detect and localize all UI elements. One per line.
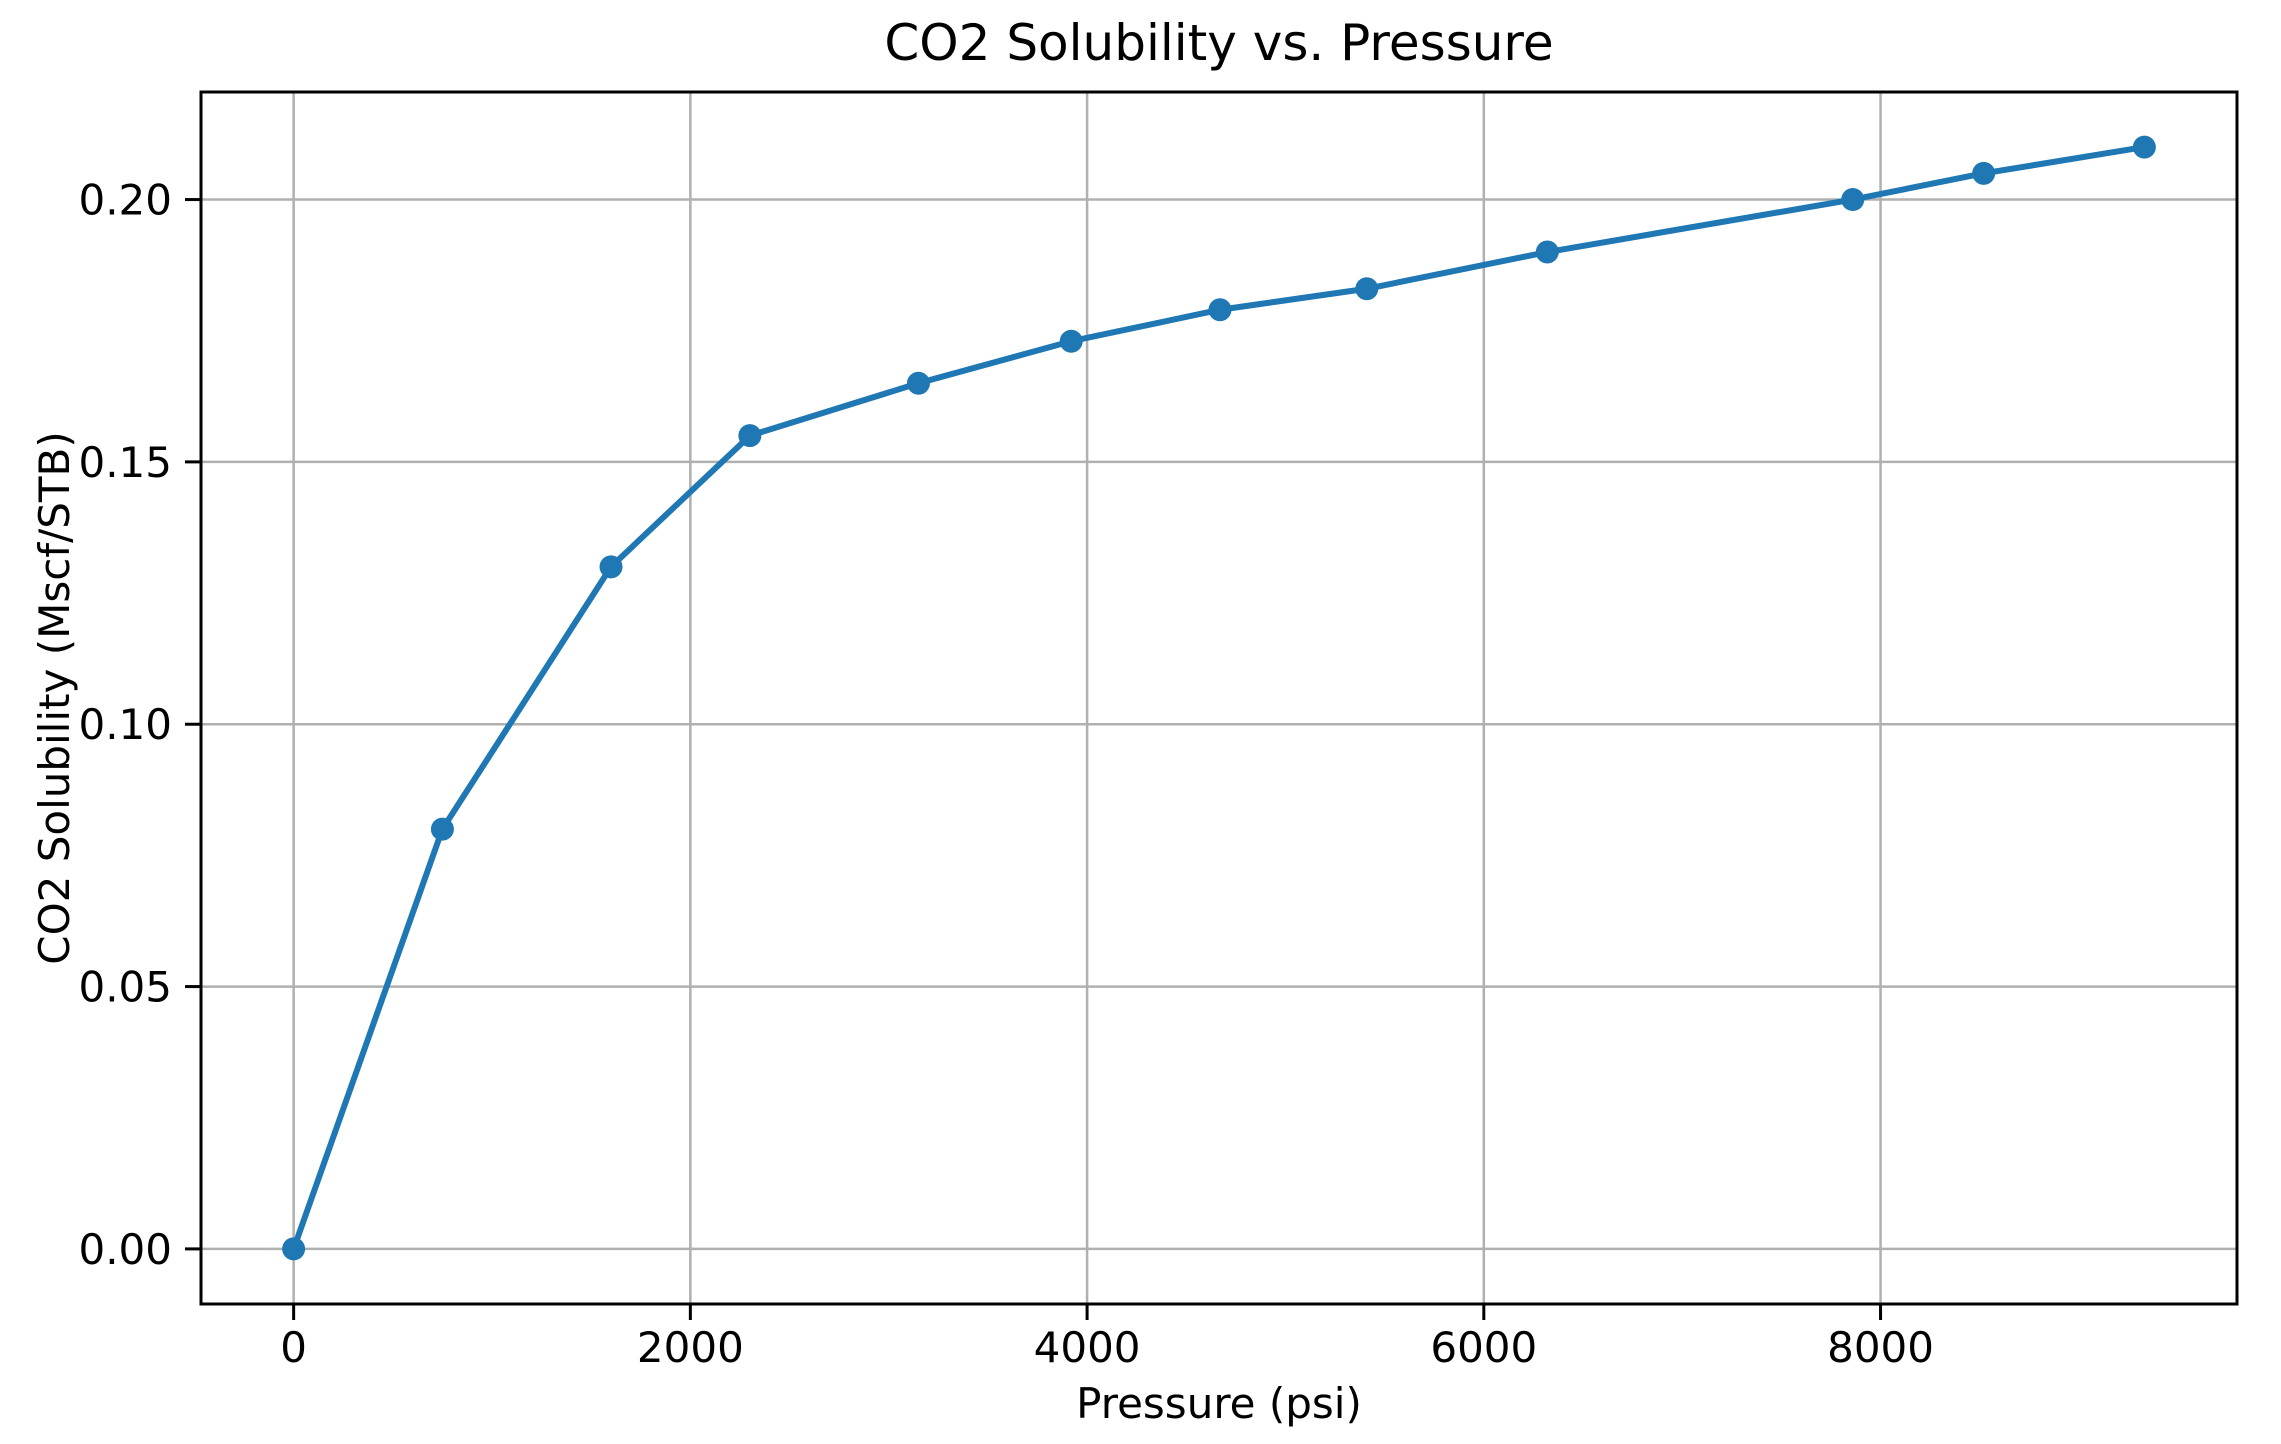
plot-border [199, 90, 2239, 1306]
y-axis-label: CO2 Solubility (Mscf/STB) [30, 431, 79, 965]
data-point [1972, 161, 1996, 185]
data-point [1208, 298, 1232, 322]
data-point [1059, 329, 1083, 353]
data-line [290, 144, 2148, 1252]
x-tick-label: 8000 [1827, 1323, 1934, 1372]
y-tick-label: 0.20 [78, 176, 172, 225]
data-point [738, 424, 762, 448]
data-point [430, 817, 454, 841]
chart-title: CO2 Solubility vs. Pressure [884, 14, 1554, 72]
x-tick-label: 4000 [1034, 1323, 1141, 1372]
y-tick-label: 0.10 [78, 700, 172, 749]
data-point [1535, 240, 1559, 264]
data-point [282, 1237, 306, 1261]
data-point [599, 555, 623, 579]
x-tick-label: 2000 [637, 1323, 744, 1372]
y-tick-label: 0.00 [78, 1225, 172, 1274]
data-point [2132, 135, 2156, 159]
data-point [906, 371, 930, 395]
data-point [1355, 277, 1379, 301]
y-tick-label: 0.05 [78, 963, 172, 1012]
data-point [1841, 188, 1865, 212]
x-tick-label: 6000 [1430, 1323, 1537, 1372]
x-axis-label: Pressure (psi) [1076, 1379, 1362, 1428]
y-tick-label: 0.15 [78, 438, 172, 487]
x-tick-label: 0 [280, 1323, 307, 1372]
